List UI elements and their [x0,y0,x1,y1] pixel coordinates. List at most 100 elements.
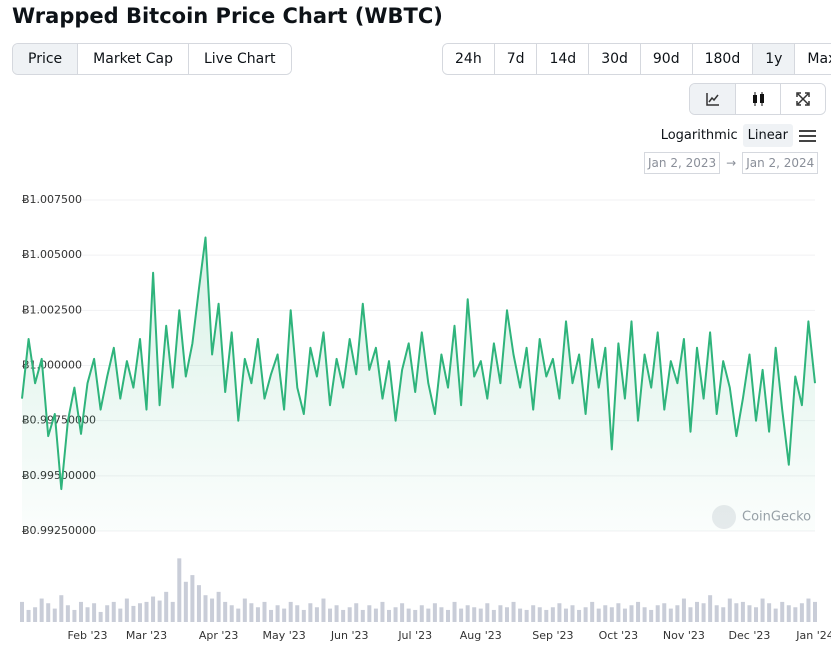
range-button[interactable]: 24h [443,44,494,74]
fullscreen-button[interactable] [780,84,825,114]
volume-bar [413,609,418,622]
range-button[interactable]: 1y [752,44,795,74]
tab-button[interactable]: Price [13,44,78,74]
volume-bar [773,608,778,622]
volume-bar [328,608,333,622]
line-style-button[interactable] [690,84,735,114]
volume-bar [714,605,719,622]
watermark: CoinGecko [742,510,811,525]
volume-bar [380,601,385,622]
volume-bar [242,598,247,622]
volume-bar [649,609,654,622]
volume-bar [721,607,726,622]
volume-bar [360,609,365,622]
volume-bar [216,591,221,622]
volume-bar [786,605,791,622]
volume-bar [439,607,444,622]
volume-bar [321,598,326,622]
y-tick-label: Ƀ1.002500 [22,303,82,316]
volume-bar [177,558,182,622]
y-tick-label: Ƀ1.005000 [22,248,82,261]
volume-bar [662,603,667,622]
volume-bar [105,605,110,622]
x-tick-label: Nov '23 [663,629,705,642]
range-button[interactable]: 7d [493,44,537,74]
volume-bar [688,607,693,622]
volume-bar [190,575,195,622]
x-tick-label: Jul '23 [397,629,432,642]
y-tick-label: Ƀ0.99250000 [22,524,96,537]
volume-bar [727,598,732,622]
range-button[interactable]: Max [794,44,831,74]
volume-bar [334,605,339,622]
volume-bar [524,609,529,622]
range-group: 24h7d14d30d90d180d1yMax [442,43,831,75]
date-to[interactable]: Jan 2, 2024 [742,152,819,174]
candle-icon [753,92,764,106]
scale-toggle: Logarithmic Linear [656,124,819,147]
range-button[interactable]: 30d [588,44,640,74]
y-tick-label: Ƀ1.000000 [22,359,82,372]
volume-bar [485,603,490,622]
volume-bar [478,608,483,622]
x-tick-label: Mar '23 [126,629,167,642]
volume-bar [393,607,398,622]
menu-icon[interactable] [797,128,819,144]
volume-bar [622,608,627,622]
volume-bar [295,605,300,622]
volume-bar [754,607,759,622]
volume-bar [46,603,51,622]
watermark-logo [712,505,736,529]
volume-bar [72,609,77,622]
volume-bar [590,601,595,622]
tab-button[interactable]: Market Cap [77,44,188,74]
volume-bar [511,601,516,622]
volume-bar [229,605,234,622]
x-tick-label: Oct '23 [599,629,639,642]
scale-option[interactable]: Linear [742,124,793,147]
volume-bar [583,607,588,622]
volume-bar [33,607,38,622]
volume-bar [616,603,621,622]
y-tick-label: Ƀ0.99750000 [22,414,96,427]
date-from[interactable]: Jan 2, 2023 [644,152,721,174]
volume-bar [183,581,188,622]
volume-bar [164,591,169,622]
volume-bar [400,603,405,622]
range-button[interactable]: 90d [639,44,692,74]
volume-bar [137,603,142,622]
volume-bar [747,605,752,622]
x-tick-label: Jun '23 [330,629,369,642]
volume-bar [308,603,313,622]
volume-bar [629,605,634,622]
volume-bar [504,607,509,622]
volume-bar [301,609,306,622]
x-tick-label: Feb '23 [68,629,108,642]
volume-bar [452,601,457,622]
volume-bar [740,601,745,622]
scale-option[interactable]: Logarithmic [660,128,738,143]
y-tick-label: Ƀ0.99500000 [22,469,96,482]
x-tick-label: May '23 [263,629,306,642]
volume-bar [282,608,287,622]
volume-bar [655,605,660,622]
price-line [21,236,816,491]
volume-bar [668,608,673,622]
tab-button[interactable]: Live Chart [187,44,291,74]
volume-bar [255,607,260,622]
volume-bar [465,605,470,622]
volume-bar [518,608,523,622]
volume-bar [557,603,562,622]
line-icon [705,93,719,106]
page-title: Wrapped Bitcoin Price Chart (WBTC) [12,4,443,28]
range-button[interactable]: 180d [691,44,753,74]
volume-bar [472,607,477,622]
volume-bar [157,600,162,622]
volume-bar [236,608,241,622]
volume-bar [459,608,464,622]
volume-bar [26,609,31,622]
candle-style-button[interactable] [735,84,780,114]
range-button[interactable]: 14d [536,44,589,74]
volume-bar [793,607,798,622]
volume-bar [767,603,772,622]
